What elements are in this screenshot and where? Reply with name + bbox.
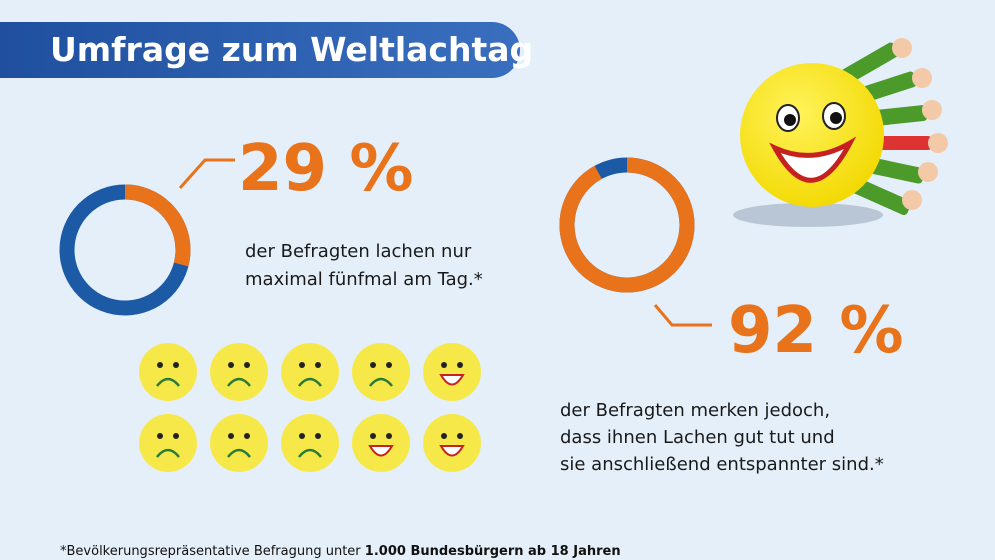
eye — [315, 362, 321, 368]
stat-text: dass ihnen Lachen gut tut und — [560, 427, 835, 448]
frown — [227, 377, 251, 387]
mascot — [733, 38, 948, 227]
face — [352, 414, 410, 472]
eye — [441, 362, 447, 368]
eye — [441, 433, 447, 439]
eye — [370, 362, 376, 368]
frown — [298, 377, 322, 387]
eye — [386, 433, 392, 439]
frown — [298, 448, 322, 458]
eye — [157, 362, 163, 368]
smile — [368, 445, 394, 457]
leader-line — [178, 158, 235, 189]
eye — [315, 433, 321, 439]
face — [352, 343, 410, 401]
face — [139, 414, 197, 472]
eye — [244, 362, 250, 368]
footnote-bold: 1.000 Bundesbürgern ab 18 Jahren — [365, 544, 621, 559]
eye — [370, 433, 376, 439]
eye — [244, 433, 250, 439]
face — [210, 343, 268, 401]
stat-text: maximal fünfmal am Tag.* — [245, 269, 483, 290]
eye — [173, 362, 179, 368]
smile — [439, 445, 465, 457]
frown — [156, 448, 180, 458]
footnote: *Bevölkerungsrepräsentative Befragung un… — [60, 544, 621, 559]
eye — [299, 433, 305, 439]
frown — [156, 377, 180, 387]
stat-text: sie anschließend entspannter sind.* — [560, 454, 884, 475]
eye — [299, 362, 305, 368]
eye — [457, 433, 463, 439]
leader-line — [653, 304, 712, 327]
eye — [457, 362, 463, 368]
face — [423, 343, 481, 401]
eye — [386, 362, 392, 368]
face — [210, 414, 268, 472]
donut-arc — [59, 184, 191, 316]
title: Umfrage zum Weltlachtag — [50, 30, 533, 69]
eye — [228, 362, 234, 368]
stat-text: der Befragten lachen nur — [245, 241, 472, 262]
eye — [157, 433, 163, 439]
donut-arc — [559, 157, 695, 293]
frown — [227, 448, 251, 458]
stat-text: der Befragten merken jedoch, — [560, 400, 830, 421]
frown — [369, 377, 393, 387]
eye — [228, 433, 234, 439]
smile — [439, 374, 465, 386]
eye — [173, 433, 179, 439]
footnote-text: *Bevölkerungsrepräsentative Befragung un… — [60, 544, 365, 559]
face — [423, 414, 481, 472]
percent: 92 % — [728, 294, 903, 368]
face — [139, 343, 197, 401]
title-banner — [0, 22, 520, 78]
face — [281, 343, 339, 401]
percent: 29 % — [238, 132, 413, 206]
face — [281, 414, 339, 472]
